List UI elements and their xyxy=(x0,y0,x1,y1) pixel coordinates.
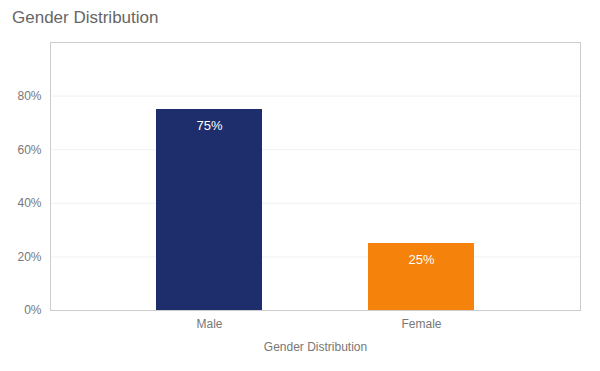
svg-text:Female: Female xyxy=(401,317,441,331)
svg-text:Gender Distribution: Gender Distribution xyxy=(264,340,367,354)
html-text:Gender Distribution: Gender Distribution xyxy=(12,8,159,27)
svg-text:40%: 40% xyxy=(17,196,41,210)
svg-text:0%: 0% xyxy=(24,303,42,317)
svg-text:60%: 60% xyxy=(17,143,41,157)
svg-text:20%: 20% xyxy=(17,250,41,264)
svg-text:80%: 80% xyxy=(17,89,41,103)
svg-text:25%: 25% xyxy=(408,252,434,267)
svg-text:75%: 75% xyxy=(196,118,222,133)
svg-text:Male: Male xyxy=(196,317,222,331)
